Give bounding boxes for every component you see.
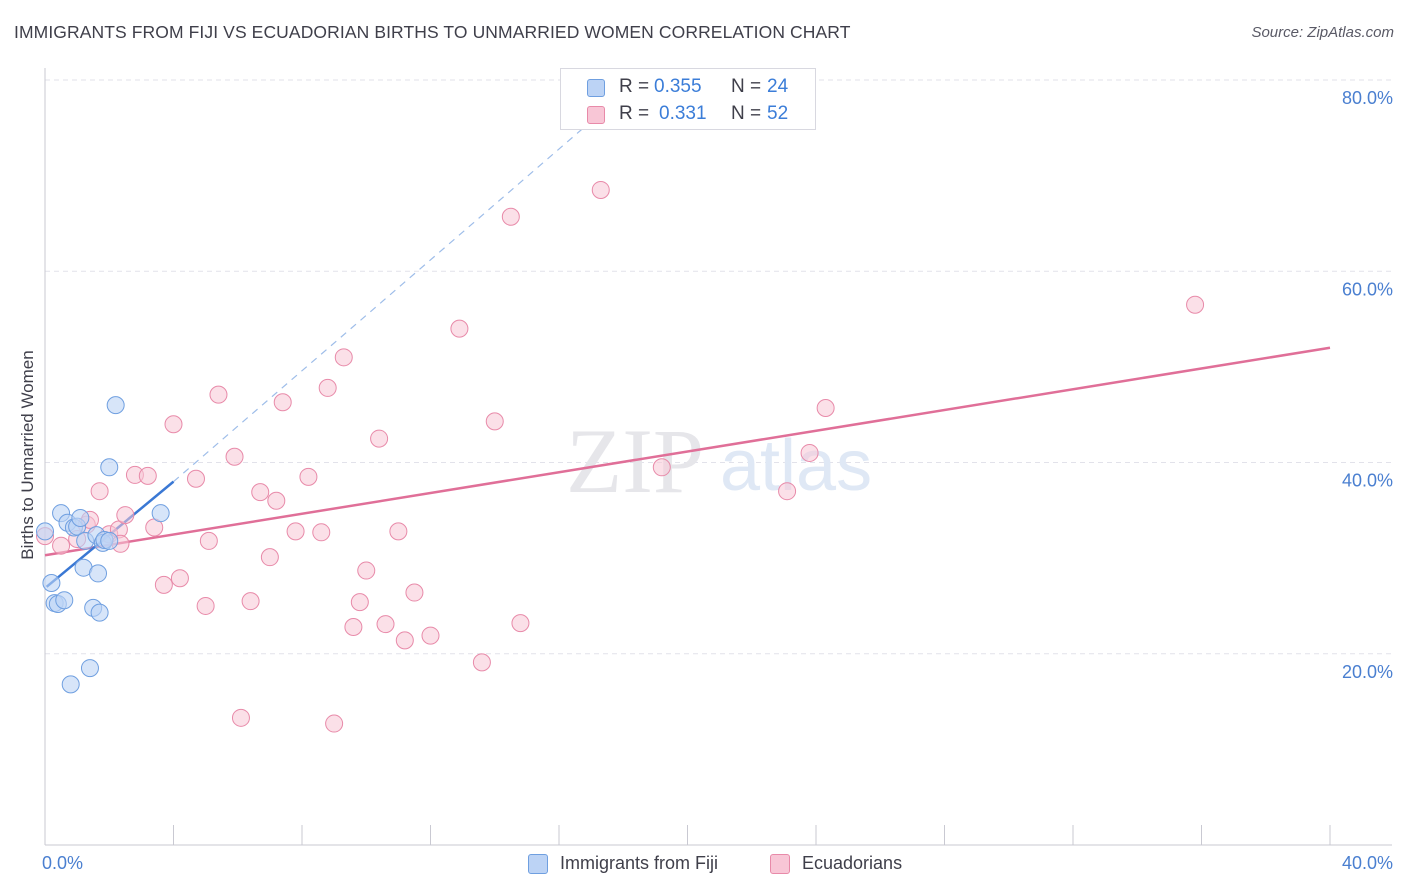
stats-legend-row-ecuadorians: R = 0.331 N = 52 — [561, 100, 815, 128]
ecuadorians-legend-swatch — [770, 854, 790, 874]
ecuadorians-point — [260, 548, 279, 567]
ecuadorians-point — [450, 319, 469, 338]
watermark-atlas: atlas — [720, 426, 872, 506]
tick-labels: 20.0% 40.0% 60.0% 80.0% 0.0% 40.0% — [42, 88, 1393, 873]
grid-lines — [45, 79, 1392, 655]
ecuadorians-point — [334, 348, 353, 367]
n-label: N = — [731, 76, 762, 97]
stats-legend: R = 0.355 N = 24 R = 0.331 N = 52 — [560, 68, 816, 130]
n-label: N = — [731, 103, 762, 124]
ecuadorians-point — [501, 207, 520, 226]
stats-legend-row-fiji: R = 0.355 N = 24 — [561, 73, 815, 101]
ecuadorians-swatch — [587, 106, 605, 124]
watermark: ZIP atlas — [566, 410, 872, 512]
ecuadorians-point — [395, 631, 414, 650]
fiji-point — [71, 508, 90, 527]
y-tick-label: 20.0% — [1342, 662, 1393, 682]
ecuadorians-point — [800, 443, 819, 462]
ecuadorians-point — [389, 522, 408, 541]
r-label: R = — [619, 76, 650, 97]
ecuadorians-point — [778, 482, 797, 501]
ecuadorians-point — [52, 536, 71, 555]
ecuadorians-point — [816, 398, 835, 417]
ecuadorians-point — [154, 575, 173, 594]
ecuadorians-point — [350, 593, 369, 612]
ecuadorians-point — [90, 482, 109, 501]
ecuadorians-point — [267, 491, 286, 510]
ecuadorians-point — [225, 447, 244, 466]
y-tick-label: 60.0% — [1342, 279, 1393, 299]
ecuadorians-point — [652, 458, 671, 477]
ecuadorians-point — [312, 523, 331, 542]
fiji-trend-extension — [173, 98, 618, 483]
axes — [44, 68, 1392, 846]
fiji-point — [100, 458, 119, 477]
ecuadorians-point — [209, 385, 228, 404]
y-tick-label: 40.0% — [1342, 471, 1393, 491]
ecuadorians-point — [405, 583, 424, 602]
ecuadorians-point — [116, 506, 135, 525]
ecuadorians-point — [376, 615, 395, 634]
ecuadorians-point — [344, 617, 363, 636]
ecuadorians-point — [251, 483, 270, 502]
fiji-legend-label: Immigrants from Fiji — [560, 853, 719, 873]
series-legend: Immigrants from Fiji Ecuadorians — [0, 852, 1406, 878]
y-tick-label: 80.0% — [1342, 88, 1393, 108]
r-value: 0.331 — [659, 103, 707, 124]
ecuadorians-point — [231, 708, 250, 727]
x-tick-label: 40.0% — [1342, 853, 1393, 873]
fiji-legend-swatch — [528, 854, 548, 874]
fiji-point — [61, 675, 80, 694]
fiji-swatch — [587, 79, 605, 97]
fiji-point — [42, 573, 61, 592]
n-value: 24 — [767, 76, 789, 97]
fiji-point — [55, 591, 74, 610]
fiji-point — [80, 659, 99, 678]
ecuadorians-point — [485, 412, 504, 431]
ecuadorians-point — [186, 469, 205, 488]
ecuadorians-point — [325, 714, 344, 733]
ecuadorians-point — [286, 522, 305, 541]
fiji-point — [89, 564, 108, 583]
trend-lines — [44, 98, 1331, 588]
fiji-point — [106, 396, 125, 415]
ecuadorians-point — [273, 393, 292, 412]
data-points — [36, 180, 1205, 733]
chart-source: Source: ZipAtlas.com — [1251, 24, 1394, 41]
ecuadorians-point — [138, 466, 157, 485]
ecuadorians-point — [196, 596, 215, 615]
fiji-point — [100, 531, 119, 550]
ecuadorians-point — [299, 467, 318, 486]
r-label: R = — [619, 103, 650, 124]
chart-title: IMMIGRANTS FROM FIJI VS ECUADORIAN BIRTH… — [14, 22, 851, 42]
r-value: 0.355 — [654, 76, 702, 97]
ecuadorians-legend-label: Ecuadorians — [802, 853, 903, 873]
ecuadorians-point — [199, 531, 218, 550]
ecuadorians-point — [591, 180, 610, 199]
ecuadorians-point — [170, 569, 189, 588]
ecuadorians-point — [164, 415, 183, 434]
x-tick-label: 0.0% — [42, 853, 83, 873]
ecuadorians-point — [370, 429, 389, 448]
ecuadorians-point — [1186, 295, 1205, 314]
ecuadorians-point — [421, 626, 440, 645]
ecuadorians-point — [357, 561, 376, 580]
ecuadorians-point — [318, 378, 337, 397]
fiji-point — [36, 522, 54, 541]
ecuadorians-point — [241, 592, 260, 611]
fiji-point — [151, 504, 170, 523]
ecuadorians-point — [511, 614, 530, 633]
ecuadorians-trend-line — [44, 346, 1331, 557]
ecuadorians-point — [472, 653, 491, 672]
fiji-point — [90, 603, 109, 622]
n-value: 52 — [767, 103, 789, 124]
